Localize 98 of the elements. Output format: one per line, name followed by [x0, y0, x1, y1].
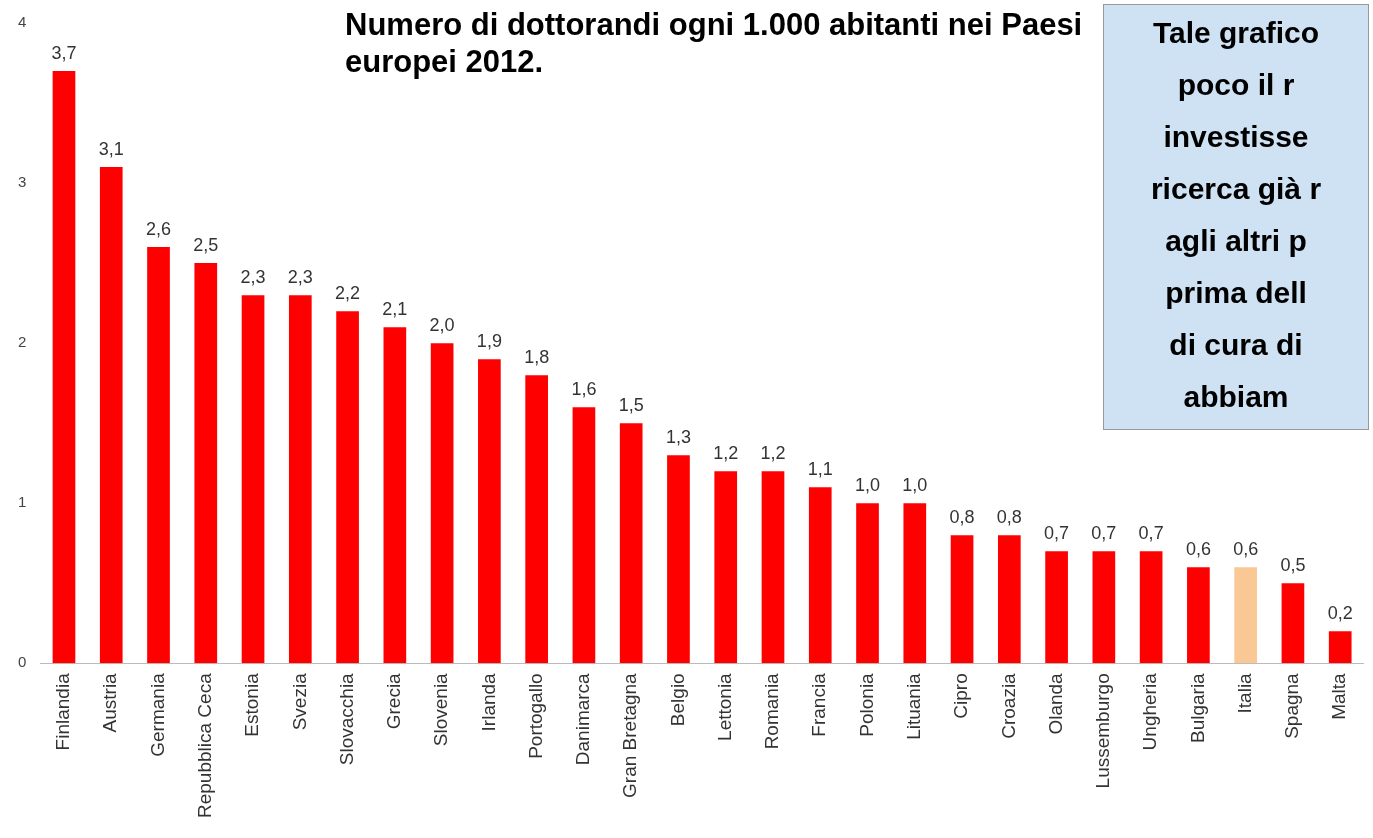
data-label: 0,6 [1185, 539, 1211, 560]
bar [1139, 551, 1163, 664]
data-label: 0,7 [1138, 523, 1164, 544]
bar [99, 167, 123, 664]
bar [288, 295, 312, 664]
bar [997, 535, 1021, 664]
bar [525, 375, 548, 664]
bar [194, 263, 218, 664]
bar [903, 503, 927, 664]
bar [241, 295, 265, 664]
x-tick-label: Lussemburgo [1092, 673, 1114, 789]
bar [572, 407, 596, 664]
data-label: 1,3 [665, 427, 691, 448]
x-tick-label: Belgio [666, 673, 688, 727]
x-tick-label: Polonia [855, 672, 877, 737]
data-label: 0,2 [1327, 603, 1353, 624]
x-tick-label: Estonia [241, 672, 263, 737]
x-tick-label: Germania [146, 672, 168, 757]
data-label: 1,8 [524, 347, 550, 368]
bar [1092, 551, 1116, 664]
annotation: poco il r [1176, 67, 1296, 103]
data-label: 1,0 [902, 475, 928, 496]
bar [808, 487, 832, 664]
x-tick-label: Grecia [383, 672, 405, 730]
x-tick-label: Finlandia [52, 672, 74, 751]
bar [430, 343, 454, 664]
x-tick-label: Lettonia [713, 672, 735, 741]
bar [856, 503, 879, 664]
x-tick-label: Cipro [950, 673, 972, 719]
data-label: 0,7 [1091, 523, 1117, 544]
data-label: 2,0 [429, 315, 455, 336]
data-label: 1,1 [807, 459, 833, 480]
data-label: 2,3 [240, 267, 266, 288]
bar [761, 471, 785, 664]
x-tick-label: Slovacchia [335, 672, 357, 766]
x-tick-label: Svezia [288, 672, 310, 731]
data-label: 1,6 [571, 379, 597, 400]
bar [1187, 567, 1210, 664]
x-tick-label: Austria [99, 672, 121, 733]
x-tick-label: Irlanda [477, 672, 499, 732]
bar [667, 455, 690, 664]
x-tick-label: Danimarca [572, 672, 594, 766]
annotation: abbiam [1182, 379, 1290, 415]
y-tick-label: 4 [18, 13, 27, 31]
data-label: 3,7 [51, 42, 77, 63]
data-label: 2,5 [193, 235, 219, 256]
x-tick-label: Gran Bretagna [619, 672, 641, 798]
data-label: 0,8 [996, 507, 1022, 528]
data-label: 1,9 [476, 331, 502, 352]
annotation: investisse [1162, 119, 1310, 155]
bar [336, 311, 359, 664]
y-tick-label: 0 [18, 653, 27, 671]
annotation: prima dell [1164, 275, 1308, 311]
bar [950, 535, 974, 664]
x-tick-label: Repubblica Ceca [194, 672, 216, 818]
data-label: 3,1 [98, 139, 124, 160]
bar [147, 247, 170, 664]
annotation: Tale grafico [1151, 15, 1321, 51]
x-tick-label: Spagna [1281, 672, 1303, 739]
x-tick-label: Francia [808, 672, 830, 737]
x-tick-label: Lituania [903, 672, 925, 740]
data-label: 2,3 [287, 267, 313, 288]
data-label: 0,8 [949, 507, 975, 528]
x-tick-label: Romania [761, 672, 783, 750]
chart-title: Numero di dottorandi ogni 1.000 abitanti nei Paesi europei 2012. [345, 6, 1084, 80]
annotation: agli altri p [1164, 223, 1308, 259]
data-label: 1,5 [618, 395, 644, 416]
x-tick-label: Olanda [1044, 672, 1066, 735]
annotation: ricerca già r [1149, 171, 1323, 207]
x-tick-label: Portogallo [524, 673, 546, 759]
data-label: 1,2 [760, 443, 786, 464]
x-tick-label: Bulgaria [1186, 672, 1208, 744]
bar [52, 71, 76, 664]
data-label: 0,7 [1044, 523, 1070, 544]
data-label: 2,6 [146, 219, 172, 240]
y-tick-label: 1 [18, 493, 27, 511]
data-label: 2,2 [335, 283, 361, 304]
data-label: 0,6 [1233, 539, 1259, 560]
data-label: 0,5 [1280, 555, 1306, 576]
data-label: 1,0 [855, 475, 881, 496]
x-tick-label: Italia [1233, 672, 1255, 714]
annotation: di cura di [1168, 327, 1304, 363]
bar [1045, 551, 1068, 664]
bar [619, 423, 643, 664]
data-label: 1,2 [713, 443, 739, 464]
bar [1234, 567, 1258, 664]
x-tick-label: Malta [1328, 672, 1350, 720]
bar [478, 359, 501, 664]
bar [383, 327, 407, 664]
x-tick-label: Croazia [997, 672, 1019, 739]
bar [714, 471, 738, 664]
bar [1328, 631, 1352, 664]
x-tick-label: Slovenia [430, 672, 452, 747]
data-label: 2,1 [382, 299, 408, 320]
y-tick-label: 2 [18, 333, 27, 351]
bar [1281, 583, 1305, 664]
x-tick-label: Ungheria [1139, 672, 1161, 751]
y-tick-label: 3 [18, 173, 27, 191]
